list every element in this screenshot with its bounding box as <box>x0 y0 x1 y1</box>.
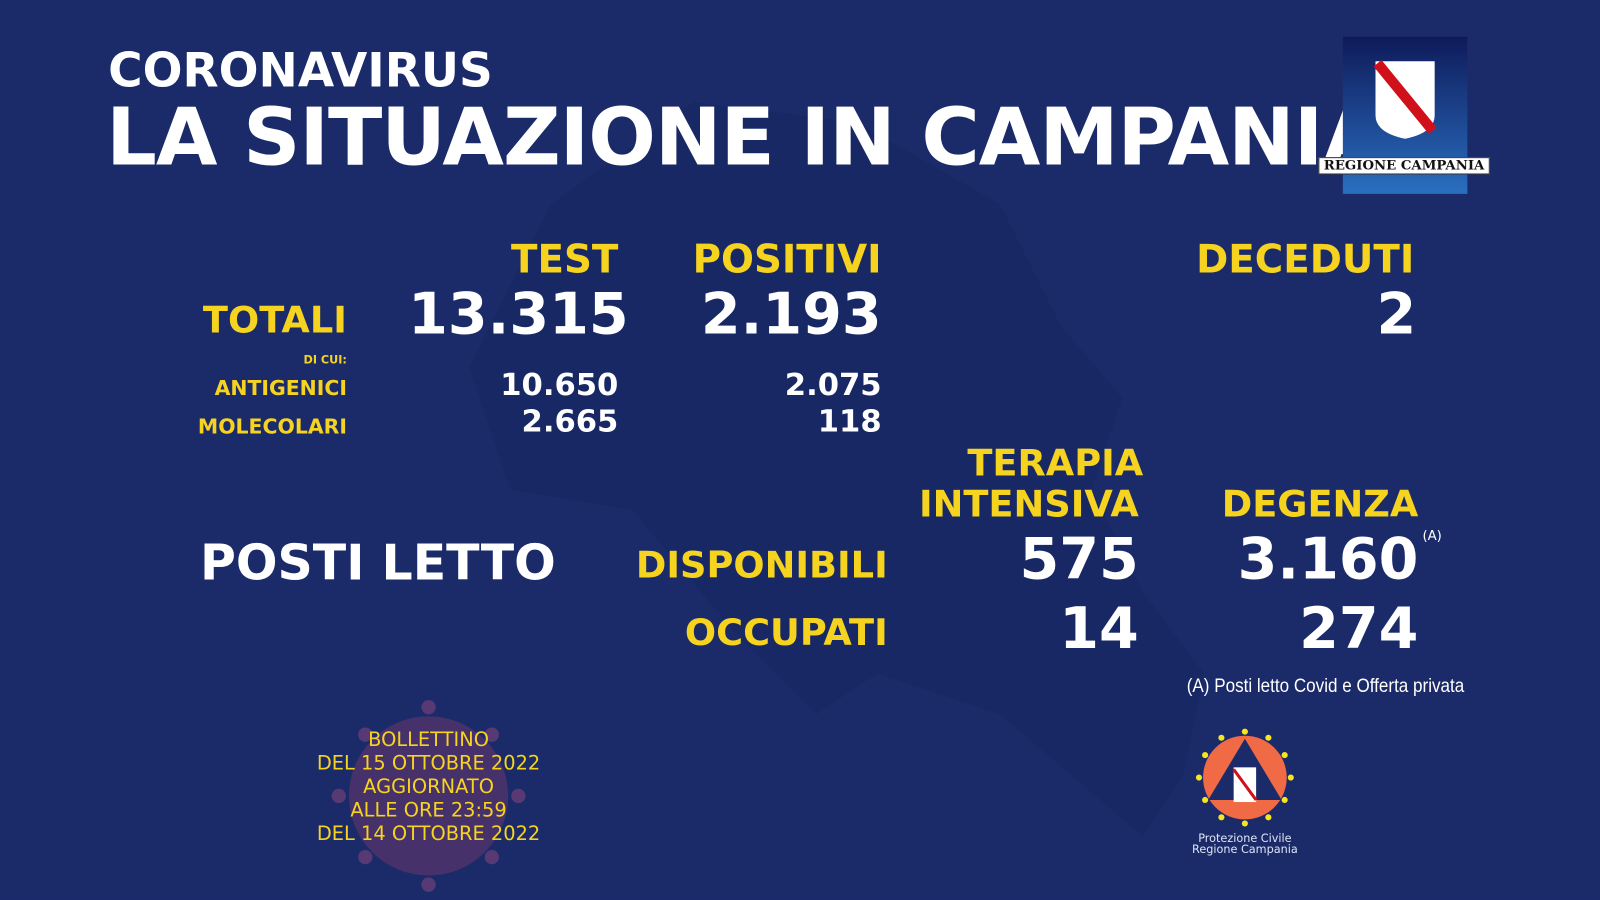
disponibili-degenza: 3.160 <box>1237 526 1419 593</box>
col-terapia: TERAPIA <box>967 442 1144 485</box>
col-positivi: POSITIVI <box>692 236 882 282</box>
antigenici-positivi: 2.075 <box>784 367 882 404</box>
bulletin-info: BOLLETTINO DEL 15 OTTOBRE 2022 AGGIORNAT… <box>306 729 551 846</box>
bulletin-line: DEL 15 OTTOBRE 2022 <box>316 752 541 775</box>
col-deceduti: DECEDUTI <box>1196 236 1415 282</box>
occupati-ti: 14 <box>1059 595 1139 663</box>
kicker: CORONAVIRUS <box>108 42 493 98</box>
posti-letto-title: POSTI LETTO <box>199 534 556 592</box>
regione-campania-logo: REGIONE CAMPANIA <box>1318 36 1490 194</box>
disponibili-ti: 575 <box>1019 526 1139 593</box>
totali-deceduti: 2 <box>1376 281 1417 348</box>
protezione-civile-logo: Protezione Civile Regione Campania <box>1184 727 1306 860</box>
campania-map-silhouette <box>469 102 1205 837</box>
totali-positivi: 2.193 <box>700 281 882 348</box>
occupati-label: OCCUPATI <box>684 612 888 655</box>
virus-icon <box>331 699 526 892</box>
page-title: LA SITUAZIONE IN CAMPANIA <box>106 91 1384 184</box>
footnote: (A) Posti letto Covid e Offerta privata <box>1186 675 1465 697</box>
col-test: TEST <box>511 236 619 282</box>
col-degenza: DEGENZA <box>1221 483 1419 526</box>
occupati-degenza: 274 <box>1299 595 1419 663</box>
antigenici-test: 10.650 <box>500 367 619 404</box>
logo-text: REGIONE CAMPANIA <box>1318 157 1490 175</box>
protezione-civile-emblem-icon <box>1195 728 1294 827</box>
di-cui-label: DI CUI: <box>303 353 347 367</box>
row-molecolari-label: MOLECOLARI <box>197 414 347 439</box>
pc-logo-line: Regione Campania <box>1192 842 1298 857</box>
col-intensiva: INTENSIVA <box>918 483 1139 526</box>
bulletin-line: ALLE ORE 23:59 <box>350 798 507 822</box>
note-mark: (A) <box>1422 528 1442 544</box>
bulletin-line: AGGIORNATO <box>363 775 494 798</box>
bulletin-line: DEL 14 OTTOBRE 2022 <box>316 822 541 845</box>
molecolari-test: 2.665 <box>521 404 619 440</box>
bulletin-line: BOLLETTINO <box>368 728 490 752</box>
pc-logo-line: Protezione Civile <box>1198 831 1292 845</box>
totali-test: 13.315 <box>408 281 629 348</box>
row-antigenici-label: ANTIGENICI <box>214 375 347 400</box>
coat-of-arms-icon <box>1373 60 1437 139</box>
disponibili-label: DISPONIBILI <box>635 544 888 587</box>
pc-logo-text: Protezione Civile Regione Campania <box>1184 833 1306 855</box>
molecolari-positivi: 118 <box>817 404 882 440</box>
row-totali-label: TOTALI <box>202 299 347 342</box>
